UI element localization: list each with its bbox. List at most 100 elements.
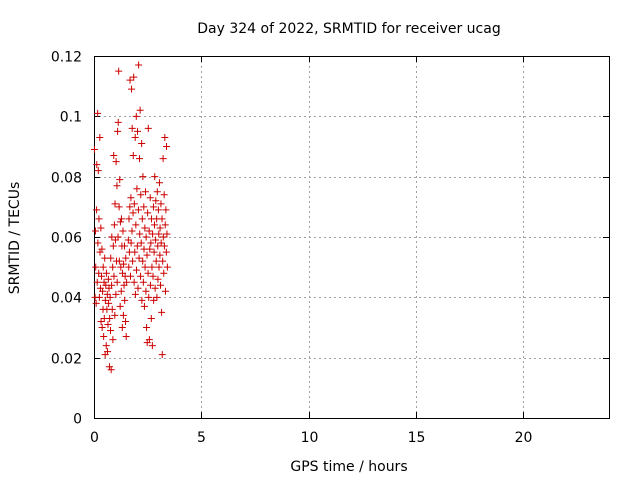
data-point: [107, 366, 115, 374]
x-tick-label: 0: [90, 430, 99, 446]
data-point: [148, 263, 156, 271]
data-point: [107, 327, 115, 335]
data-point: [109, 242, 117, 250]
data-point: [153, 188, 161, 196]
y-tick-label: 0.06: [51, 231, 82, 247]
data-point: [90, 146, 98, 154]
data-point: [133, 242, 141, 250]
data-point: [93, 206, 101, 214]
data-point: [155, 263, 163, 271]
data-point: [102, 342, 110, 350]
data-point: [149, 203, 157, 211]
data-points: [90, 61, 171, 374]
data-point: [105, 363, 113, 371]
data-point: [132, 221, 140, 229]
data-point: [93, 278, 101, 286]
data-point: [129, 152, 137, 160]
data-point: [96, 248, 104, 256]
data-point: [114, 118, 122, 126]
data-point: [100, 278, 108, 286]
data-point: [132, 266, 140, 274]
data-point: [95, 215, 103, 223]
data-point: [146, 281, 154, 289]
data-point: [125, 263, 133, 271]
data-point: [126, 76, 134, 84]
data-point: [112, 158, 120, 166]
data-point: [130, 73, 138, 81]
data-point: [129, 257, 137, 265]
data-point: [154, 242, 162, 250]
data-point: [154, 206, 162, 214]
data-point: [126, 203, 134, 211]
data-point: [95, 293, 103, 301]
data-point: [109, 336, 117, 344]
data-point: [146, 194, 154, 202]
data-point: [143, 324, 151, 331]
data-point: [139, 278, 147, 286]
y-tick-label: 0.04: [51, 291, 82, 307]
y-tick-label: 0.1: [60, 110, 82, 126]
data-point: [141, 263, 149, 271]
data-point: [125, 215, 133, 223]
data-point: [157, 281, 165, 289]
data-point: [150, 248, 158, 256]
data-point: [99, 263, 107, 271]
chart-title: Day 324 of 2022, SRMTID for receiver uca…: [197, 21, 500, 37]
data-point: [142, 287, 150, 295]
data-point: [117, 215, 125, 223]
x-tick-label: 20: [515, 430, 533, 446]
data-point: [106, 314, 114, 322]
data-point: [93, 161, 101, 169]
data-point: [147, 239, 155, 247]
data-point: [158, 215, 166, 223]
data-point: [142, 188, 149, 196]
data-point: [145, 336, 153, 344]
data-point: [134, 284, 142, 292]
data-point: [116, 218, 124, 226]
data-point: [143, 251, 151, 259]
data-point: [163, 143, 171, 150]
data-point: [155, 230, 163, 238]
data-point: [131, 133, 139, 141]
data-point: [138, 215, 146, 223]
data-point: [98, 272, 106, 280]
data-point: [94, 167, 102, 175]
data-point: [140, 302, 148, 310]
data-point: [114, 127, 122, 135]
data-point: [104, 320, 112, 328]
data-point: [159, 257, 167, 265]
data-point: [157, 239, 165, 247]
data-point: [138, 296, 146, 304]
y-tick-label: 0: [73, 412, 82, 428]
data-point: [128, 85, 136, 93]
data-point: [92, 299, 100, 307]
data-point: [152, 197, 160, 205]
data-point: [108, 233, 116, 241]
data-point: [149, 230, 157, 238]
data-point: [159, 233, 167, 241]
data-point: [144, 209, 152, 217]
data-point: [162, 248, 170, 256]
data-point: [163, 263, 171, 271]
data-point: [126, 272, 134, 280]
data-point: [121, 296, 129, 304]
data-point: [162, 206, 170, 214]
data-point: [146, 245, 154, 253]
data-point: [138, 139, 146, 147]
data-point: [120, 260, 128, 268]
data-point: [101, 296, 109, 304]
data-point: [92, 263, 100, 271]
x-tick-label: 15: [408, 430, 426, 446]
data-point: [110, 272, 118, 280]
data-point: [105, 299, 113, 307]
data-point: [149, 272, 157, 280]
data-point: [142, 233, 150, 241]
data-point: [163, 230, 171, 238]
data-point: [122, 333, 130, 341]
data-point: [134, 206, 142, 214]
data-point: [160, 242, 168, 250]
data-point: [122, 254, 130, 262]
data-point: [150, 296, 158, 304]
data-point: [113, 182, 121, 190]
data-point: [155, 179, 163, 187]
